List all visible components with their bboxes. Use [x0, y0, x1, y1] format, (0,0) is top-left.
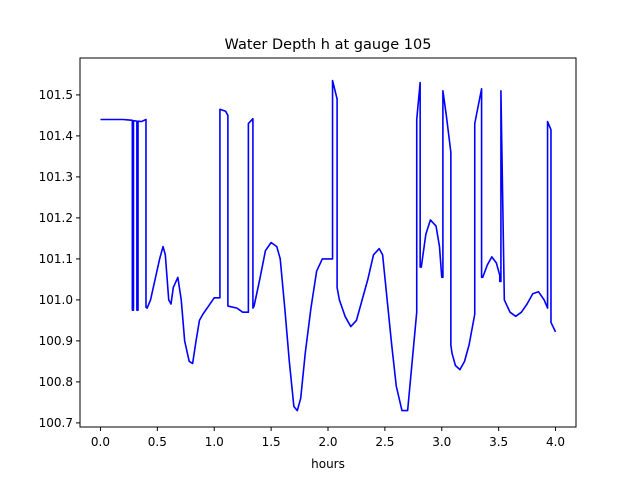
x-tick-label: 0.0 [91, 435, 110, 449]
y-tick-label: 101.3 [39, 170, 73, 184]
x-tick-label: 2.5 [375, 435, 394, 449]
y-tick-label: 101.1 [39, 252, 73, 266]
x-tick-label: 1.0 [205, 435, 224, 449]
x-tick-label: 3.5 [489, 435, 508, 449]
x-tick-label: 3.0 [432, 435, 451, 449]
plot-area [100, 79, 557, 412]
chart-title: Water Depth h at gauge 105 [225, 37, 432, 53]
y-tick-label: 100.8 [39, 375, 73, 389]
y-tick-label: 101.5 [39, 88, 73, 102]
x-tick-label: 2.0 [318, 435, 337, 449]
y-tick-label: 101.2 [39, 211, 73, 225]
x-tick-label: 4.0 [546, 435, 565, 449]
y-tick-label: 101.4 [39, 129, 73, 143]
x-axis-label: hours [311, 457, 345, 471]
x-tick-label: 0.5 [148, 435, 167, 449]
series-line-water-depth [100, 79, 557, 412]
x-axis: 0.0 0.5 1.0 1.5 2.0 2.5 3.0 3.5 4.0 [91, 427, 565, 449]
y-tick-label: 100.9 [39, 334, 73, 348]
y-tick-label: 100.7 [39, 416, 73, 430]
x-tick-label: 1.5 [262, 435, 281, 449]
y-tick-label: 101.0 [39, 293, 73, 307]
y-axis: 100.7 100.8 100.9 101.0 101.1 101.2 101.3 101.4… [39, 88, 80, 430]
